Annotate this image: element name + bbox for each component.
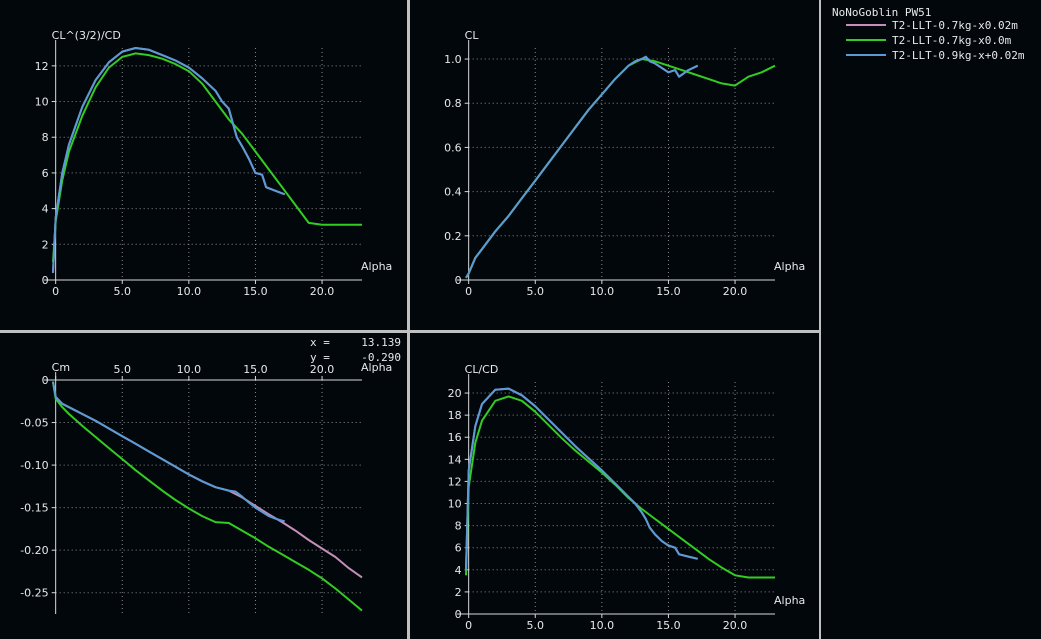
y-tick-label: 0	[455, 274, 462, 287]
y-tick-label: 0	[455, 608, 462, 621]
legend-entry[interactable]: T2-LLT-0.9kg-x+0.02m	[846, 49, 1025, 62]
y-tick-label: 1.0	[444, 53, 462, 66]
x-tick-label: 10.0	[177, 363, 202, 376]
legend-entry[interactable]: T2-LLT-0.7kg-x0.0m	[846, 34, 1012, 47]
x-tick-label: 15.0	[243, 363, 268, 376]
x-tick-label: 20.0	[310, 285, 335, 298]
series-line-2	[52, 47, 286, 273]
y-tick-label: 6	[42, 167, 49, 180]
y-tick-label: 4	[42, 203, 49, 216]
legend-entry[interactable]: T2-LLT-0.7kg-x0.02m	[846, 19, 1018, 32]
x-tick-label: 20.0	[310, 363, 335, 376]
y-tick-label: 10	[35, 96, 49, 109]
cursor-x-label: x =	[310, 336, 330, 349]
chart-panel-3: 0 2 4 6 8 10 12 14 16 18 20 0 5.0 10.0 15.0 20.0 CL/CD Al…	[448, 363, 806, 632]
y-tick-label: 8	[42, 131, 49, 144]
x-tick-label: 5.0	[114, 285, 132, 298]
series-line-2	[465, 55, 699, 279]
y-tick-label: 4	[455, 564, 462, 577]
vertical-separator[interactable]	[407, 0, 410, 639]
x-tick-label: 0	[465, 285, 472, 298]
y-tick-label: 2	[455, 586, 462, 599]
y-tick-label: 12	[448, 475, 462, 488]
x-tick-label: 5.0	[114, 363, 132, 376]
y-axis-label: CL^(3/2)/CD	[52, 29, 121, 42]
y-tick-label: -0.15	[20, 502, 48, 515]
cursor-y-label: y =	[310, 351, 330, 364]
chart-panel-1: 0 0.2 0.4 0.6 0.8 1.0 0 5.0 10.0 15.0 20.0 CL Alpha	[444, 29, 805, 298]
y-tick-label: 2	[42, 238, 49, 251]
legend-label-1: T2-LLT-0.7kg-x0.0m	[892, 34, 1012, 47]
series-line-1	[52, 52, 362, 263]
cursor-y-value: -0.290	[361, 351, 401, 364]
cursor-readout: x = 13.139 y = -0.290	[310, 336, 401, 364]
x-tick-label: 15.0	[243, 285, 268, 298]
y-tick-label: -0.10	[20, 459, 48, 472]
x-tick-label: 15.0	[656, 619, 681, 632]
y-tick-label: 16	[448, 431, 462, 444]
series-line-1	[52, 381, 363, 612]
y-tick-label: 0.6	[444, 141, 462, 154]
x-axis-label: Alpha	[361, 260, 392, 273]
y-tick-label: 0	[42, 374, 49, 387]
series-line-2	[465, 387, 698, 570]
x-axis-label: Alpha	[774, 594, 805, 607]
y-tick-label: -0.25	[20, 587, 48, 600]
x-tick-label: 10.0	[590, 285, 615, 298]
legend-label-2: T2-LLT-0.9kg-x+0.02m	[892, 49, 1025, 62]
y-tick-label: 0.2	[444, 230, 462, 243]
y-tick-label: 10	[448, 498, 462, 511]
x-tick-label: 0	[465, 619, 472, 632]
y-tick-label: 20	[448, 387, 462, 400]
y-tick-label: 18	[448, 409, 462, 422]
y-tick-label: 14	[448, 453, 462, 466]
legend: NoNoGoblin PW51 T2-LLT-0.7kg-x0.02m T2-L…	[832, 6, 1025, 62]
x-tick-label: 20.0	[723, 619, 748, 632]
series-line-1	[465, 395, 775, 579]
legend-title: NoNoGoblin PW51	[832, 6, 931, 19]
x-tick-label: 10.0	[590, 619, 615, 632]
legend-label-0: T2-LLT-0.7kg-x0.02m	[892, 19, 1018, 32]
series-line-2	[52, 381, 285, 523]
chart-panel-2: 0 -0.05 -0.10 -0.15 -0.20 -0.25 5.0 10.0 15.0 20.…	[20, 361, 392, 614]
cursor-x-value: 13.139	[361, 336, 401, 349]
x-axis-label: Alpha	[774, 260, 805, 273]
x-axis-label: Alpha	[361, 361, 392, 374]
y-tick-label: -0.05	[20, 417, 48, 430]
y-tick-label: 0.4	[444, 186, 462, 199]
legend-separator[interactable]	[819, 0, 821, 639]
chart-panel-0: 0 2 4 6 8 10 12 0 5.0 10.0 15.0 20.0 CL^(3/2)/CD Alph…	[35, 29, 393, 298]
y-tick-label: 0	[42, 274, 49, 287]
y-axis-label: CL/CD	[465, 363, 499, 376]
x-tick-label: 10.0	[177, 285, 202, 298]
y-axis-label: Cm	[52, 361, 70, 374]
x-tick-label: 20.0	[723, 285, 748, 298]
y-tick-label: 12	[35, 60, 49, 73]
y-axis-label: CL	[465, 29, 480, 42]
x-tick-label: 0	[52, 285, 59, 298]
y-tick-label: 8	[455, 520, 462, 533]
x-tick-label: 5.0	[527, 619, 545, 632]
x-tick-label: 15.0	[656, 285, 681, 298]
charts-group: 0 2 4 6 8 10 12 0 5.0 10.0 15.0 20.0 CL^(3/2)/CD Alph…	[20, 29, 805, 632]
horizontal-separator[interactable]	[0, 330, 820, 333]
y-tick-label: 6	[455, 542, 462, 555]
y-tick-label: -0.20	[20, 544, 48, 557]
y-tick-label: 0.8	[444, 97, 462, 110]
x-tick-label: 5.0	[527, 285, 545, 298]
